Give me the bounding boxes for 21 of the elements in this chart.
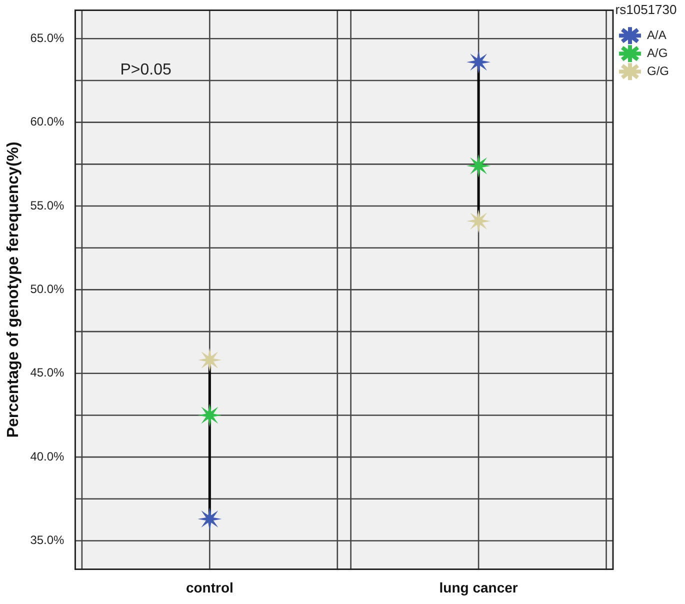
y-axis-title: Percentage of genotype ferequency(%) bbox=[5, 142, 22, 438]
point bbox=[466, 154, 491, 178]
point bbox=[198, 403, 222, 428]
x-tick-label: control bbox=[186, 579, 234, 596]
y-tick-label: 45.0% bbox=[30, 366, 65, 380]
point bbox=[198, 506, 222, 531]
y-tick-label: 55.0% bbox=[30, 198, 65, 212]
legend-label: G/G bbox=[647, 64, 670, 78]
point bbox=[466, 209, 491, 234]
y-tick-label: 60.0% bbox=[30, 114, 65, 129]
y-tick-label: 35.0% bbox=[30, 533, 65, 548]
y-tick-label: 65.0% bbox=[30, 30, 65, 45]
legend-title: rs1051730 bbox=[615, 2, 677, 18]
annotation: P>0.05 bbox=[120, 62, 172, 79]
y-tick-label: 50.0% bbox=[30, 282, 65, 296]
y-tick-label: 40.0% bbox=[30, 449, 65, 464]
point bbox=[198, 348, 222, 372]
legend-label: A/A bbox=[647, 28, 666, 42]
point bbox=[466, 50, 491, 74]
x-tick-label: lung cancer bbox=[439, 579, 518, 596]
legend-label: A/G bbox=[647, 46, 668, 60]
